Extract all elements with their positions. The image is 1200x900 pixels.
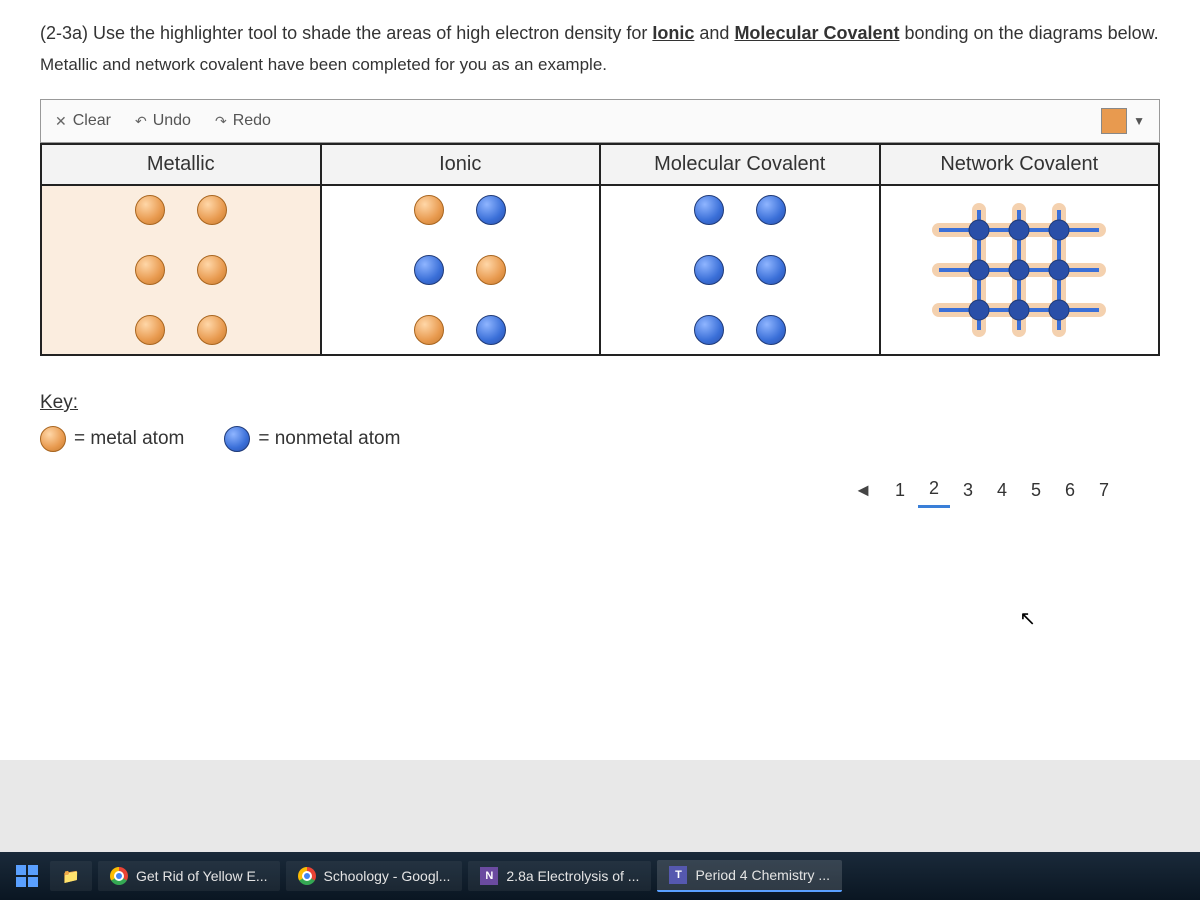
redo-icon: ↷ — [215, 113, 227, 130]
cell-molecular[interactable] — [600, 185, 880, 355]
metallic-atoms — [42, 188, 320, 352]
redo-button[interactable]: ↷ Redo — [215, 112, 271, 130]
undo-icon: ↶ — [135, 113, 147, 130]
nonmetal-atom-icon — [694, 255, 724, 285]
network-lattice-icon — [919, 195, 1119, 345]
page-3-button[interactable]: 3 — [952, 474, 984, 507]
nonmetal-atom-icon — [224, 426, 250, 452]
legend-metal: = metal atom — [40, 426, 184, 452]
teams-icon: T — [669, 866, 687, 884]
bonding-table: Metallic Ionic Molecular Covalent Networ… — [40, 143, 1160, 356]
close-icon: ✕ — [55, 113, 67, 130]
instruction-bold-molecular: Molecular Covalent — [734, 23, 899, 43]
nonmetal-atom-icon — [476, 195, 506, 225]
windows-taskbar: 📁 Get Rid of Yellow E... Schoology - Goo… — [0, 852, 1200, 900]
header-ionic: Ionic — [321, 144, 601, 185]
metal-atom-icon — [197, 255, 227, 285]
page-content: (2-3a) Use the highlighter tool to shade… — [0, 0, 1200, 760]
taskbar-label: 2.8a Electrolysis of ... — [506, 868, 639, 884]
clear-label: Clear — [73, 112, 111, 130]
page-6-button[interactable]: 6 — [1054, 474, 1086, 507]
chrome-icon — [298, 867, 316, 885]
metal-atom-icon — [40, 426, 66, 452]
chrome-icon — [110, 867, 128, 885]
page-5-button[interactable]: 5 — [1020, 474, 1052, 507]
metal-atom-icon — [135, 195, 165, 225]
start-button[interactable] — [10, 859, 44, 893]
molecular-atoms — [601, 188, 879, 352]
clear-button[interactable]: ✕ Clear — [55, 112, 111, 130]
page-navigator: ◄ 1 2 3 4 5 6 7 — [40, 452, 1160, 508]
metal-atom-icon — [414, 315, 444, 345]
nonmetal-atom-icon — [756, 195, 786, 225]
redo-label: Redo — [233, 112, 271, 130]
metal-atom-icon — [135, 255, 165, 285]
nonmetal-atom-icon — [756, 255, 786, 285]
metal-atom-icon — [197, 195, 227, 225]
metal-atom-icon — [135, 315, 165, 345]
color-swatch — [1101, 108, 1127, 134]
metal-atom-icon — [476, 255, 506, 285]
legend-nonmetal: = nonmetal atom — [224, 426, 400, 452]
page-7-button[interactable]: 7 — [1088, 474, 1120, 507]
ionic-atoms — [322, 188, 600, 352]
nonmetal-atom-icon — [414, 255, 444, 285]
cell-ionic[interactable] — [321, 185, 601, 355]
instruction-text-suffix: bonding on the diagrams below. — [899, 23, 1158, 43]
instruction-bold-ionic: Ionic — [652, 23, 694, 43]
undo-button[interactable]: ↶ Undo — [135, 112, 191, 130]
nonmetal-atom-icon — [756, 315, 786, 345]
metal-atom-icon — [197, 315, 227, 345]
page-1-button[interactable]: 1 — [884, 474, 916, 507]
taskbar-file-explorer[interactable]: 📁 — [50, 861, 92, 891]
dropdown-icon: ▼ — [1133, 114, 1145, 128]
header-metallic: Metallic — [41, 144, 321, 185]
nonmetal-atom-icon — [694, 195, 724, 225]
cell-metallic[interactable] — [41, 185, 321, 355]
taskbar-label: Period 4 Chemistry ... — [695, 867, 830, 883]
onenote-icon: N — [480, 867, 498, 885]
legend-metal-label: = metal atom — [74, 428, 184, 450]
taskbar-chrome-2[interactable]: Schoology - Googl... — [286, 861, 463, 891]
cell-network[interactable] — [880, 185, 1160, 355]
taskbar-chrome-1[interactable]: Get Rid of Yellow E... — [98, 861, 280, 891]
prev-page-button[interactable]: ◄ — [844, 474, 882, 507]
taskbar-onenote[interactable]: N 2.8a Electrolysis of ... — [468, 861, 651, 891]
metal-atom-icon — [414, 195, 444, 225]
nonmetal-atom-icon — [476, 315, 506, 345]
header-molecular: Molecular Covalent — [600, 144, 880, 185]
folder-icon: 📁 — [62, 867, 80, 885]
page-4-button[interactable]: 4 — [986, 474, 1018, 507]
legend: Key: = metal atom = nonmetal atom — [40, 392, 1160, 452]
instruction-text-mid: and — [694, 23, 734, 43]
header-network: Network Covalent — [880, 144, 1160, 185]
legend-title: Key: — [40, 392, 1160, 414]
question-instruction: (2-3a) Use the highlighter tool to shade… — [40, 20, 1160, 47]
nonmetal-atom-icon — [694, 315, 724, 345]
windows-icon — [16, 865, 38, 887]
highlight-color-picker[interactable]: ▼ — [1101, 108, 1145, 134]
legend-nonmetal-label: = nonmetal atom — [258, 428, 400, 450]
taskbar-teams[interactable]: T Period 4 Chemistry ... — [657, 860, 842, 892]
taskbar-label: Get Rid of Yellow E... — [136, 868, 268, 884]
undo-label: Undo — [153, 112, 191, 130]
highlighter-toolbar: ✕ Clear ↶ Undo ↷ Redo ▼ — [40, 99, 1160, 143]
instruction-text: (2-3a) Use the highlighter tool to shade… — [40, 23, 652, 43]
taskbar-label: Schoology - Googl... — [324, 868, 451, 884]
page-2-button[interactable]: 2 — [918, 472, 950, 508]
sub-instruction: Metallic and network covalent have been … — [40, 55, 1160, 75]
